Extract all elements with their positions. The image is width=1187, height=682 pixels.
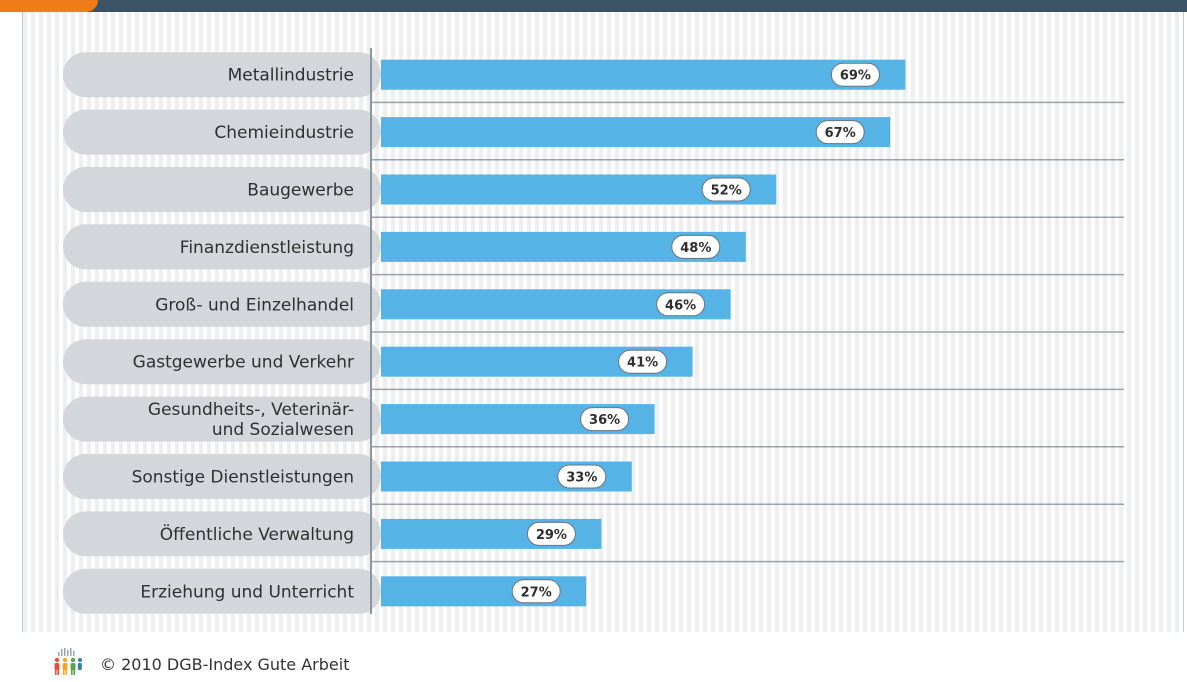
value-label-pill <box>618 349 668 374</box>
value-label-pill <box>830 62 880 87</box>
category-label: Chemieindustrie <box>214 123 354 143</box>
bar <box>381 117 891 148</box>
value-label: 41% <box>627 356 658 371</box>
footer: © 2010 DGB-Index Gute Arbeit <box>52 648 350 680</box>
category-pill <box>63 511 381 557</box>
category-label: Gesundheits-, Veterinär-und Sozialwesen <box>148 400 354 440</box>
accent-corner-tab <box>0 0 98 12</box>
value-label: 69% <box>840 69 871 84</box>
value-label: 52% <box>711 184 742 199</box>
category-label: Öffentliche Verwaltung <box>160 523 354 545</box>
category-label: Baugewerbe <box>247 181 354 201</box>
category-label: Gastgewerbe und Verkehr <box>133 353 354 373</box>
value-label-pill <box>671 234 721 259</box>
value-label: 67% <box>825 126 856 141</box>
category-pill <box>63 568 381 614</box>
value-label-pill <box>656 292 706 317</box>
bar <box>381 59 906 90</box>
category-label: Sonstige Dienstleistungen <box>132 468 354 488</box>
copyright-text: © 2010 DGB-Index Gute Arbeit <box>100 654 350 674</box>
category-label: Finanzdienstleistung <box>180 238 354 258</box>
category-pill <box>63 454 381 499</box>
value-label-pill <box>526 521 576 546</box>
category-pill <box>63 396 381 442</box>
category-pill <box>63 109 381 155</box>
value-label: 36% <box>589 413 620 428</box>
value-label: 48% <box>680 241 711 256</box>
value-label-pill <box>701 177 751 202</box>
category-label: Metallindustrie <box>228 66 354 86</box>
category-pill <box>63 52 381 98</box>
top-bar <box>0 0 1187 12</box>
value-label: 46% <box>665 298 696 313</box>
value-label-pill <box>815 120 865 145</box>
value-label-pill <box>580 407 630 432</box>
value-label: 33% <box>566 471 597 486</box>
category-label: Erziehung und Unterricht <box>140 582 354 602</box>
category-pill <box>63 281 381 327</box>
bar-chart: Metallindustrie 69% Chemieindustrie 67% Baug… <box>63 48 1124 614</box>
dgb-people-logo-icon <box>52 648 82 680</box>
category-pill <box>63 339 381 385</box>
value-label: 27% <box>521 585 552 600</box>
category-label: Groß- und Einzelhandel <box>155 295 354 315</box>
category-pill <box>63 167 381 212</box>
value-label: 29% <box>536 528 567 543</box>
value-label-pill <box>511 579 561 604</box>
value-label-pill <box>557 464 607 489</box>
category-pill <box>63 224 381 270</box>
chart-panel: Metallindustrie 69% Chemieindustrie 67% Baug… <box>22 12 1184 632</box>
